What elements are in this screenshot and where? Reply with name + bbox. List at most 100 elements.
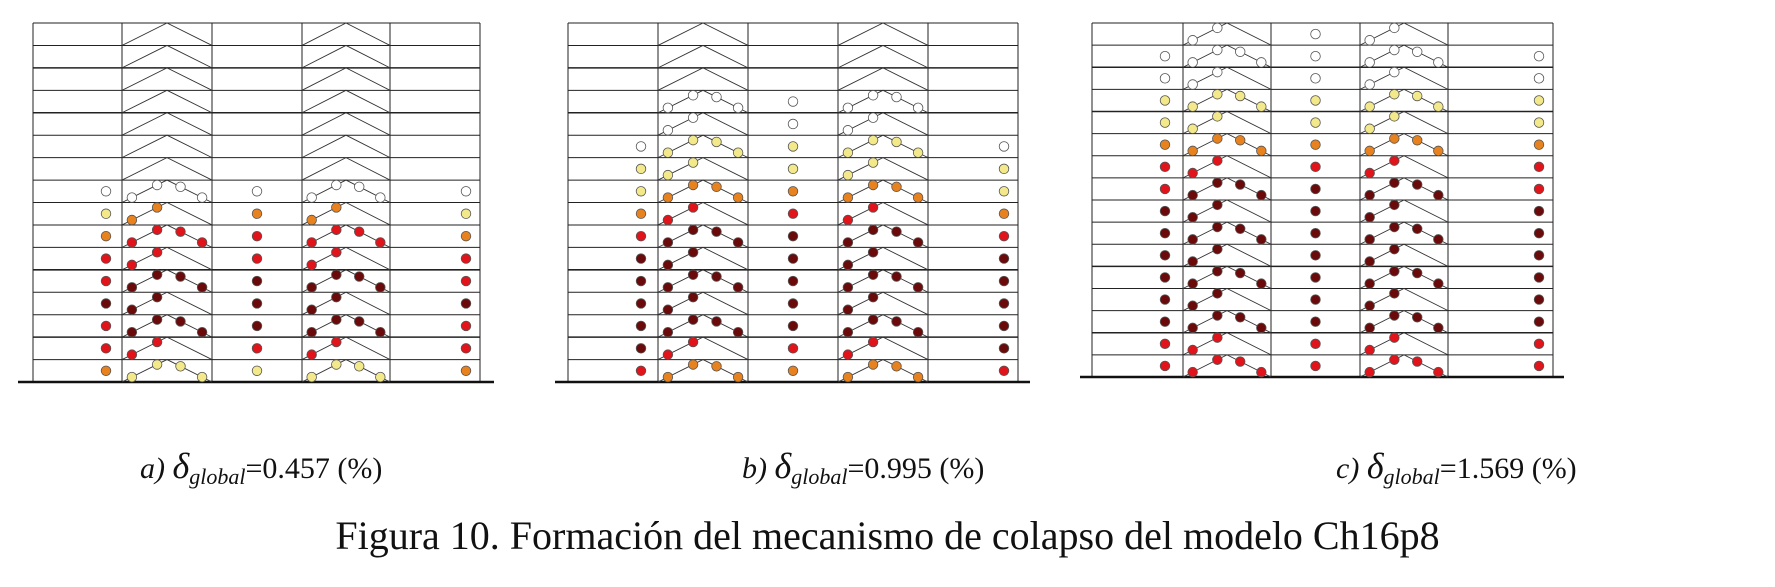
chevron-brace	[1359, 133, 1449, 157]
chevron-brace	[301, 269, 391, 293]
hinge-marker	[787, 141, 799, 152]
brace-hinge-marker	[1212, 266, 1223, 277]
chevron-brace	[301, 44, 391, 69]
brace-hinge-marker	[842, 326, 854, 338]
hinge-marker	[998, 275, 1010, 287]
brace-hinge-marker	[842, 125, 854, 136]
hinge-marker	[635, 186, 647, 197]
brace-hinge-marker	[1364, 123, 1375, 134]
brace-hinge-marker	[1411, 46, 1423, 57]
hinge-marker	[1533, 117, 1545, 128]
brace-hinge-marker	[331, 224, 342, 236]
brace-hinge-marker	[331, 247, 342, 258]
chevron-brace	[121, 314, 213, 338]
brace-hinge-marker	[1212, 288, 1223, 299]
chevron-brace	[301, 359, 391, 383]
brace-hinge-marker	[375, 326, 386, 338]
brace-hinge-marker	[331, 179, 342, 191]
brace-hinge-marker	[891, 181, 902, 192]
brace-hinge-marker	[1389, 177, 1400, 188]
hinge-marker	[251, 343, 263, 354]
chevron-brace	[1182, 22, 1272, 46]
brace-hinge-marker	[732, 192, 744, 203]
chevron-brace	[1182, 177, 1272, 201]
chevron-brace	[657, 201, 749, 226]
brace-hinge-marker	[1433, 145, 1444, 157]
hinge-marker	[460, 275, 472, 287]
brace-hinge-marker	[375, 192, 386, 203]
brace-hinge-marker	[1389, 155, 1400, 166]
hinge-marker	[787, 186, 799, 197]
brace-hinge-marker	[1364, 344, 1375, 356]
chevron-brace	[301, 134, 391, 159]
hinge-marker	[787, 163, 799, 175]
hinge-marker	[1159, 117, 1171, 128]
brace-hinge-marker	[1433, 57, 1444, 68]
brace-hinge-marker	[1389, 310, 1400, 321]
brace-hinge-marker	[1364, 79, 1375, 90]
brace-hinge-marker	[151, 336, 163, 348]
hinge-marker	[787, 230, 799, 242]
hinge-marker	[1310, 272, 1321, 283]
brace-hinge-marker	[842, 237, 854, 248]
brace-hinge-marker	[891, 271, 902, 282]
brace-hinge-marker	[687, 336, 699, 348]
hinge-marker	[1533, 95, 1545, 106]
hinge-marker	[251, 208, 263, 219]
chevron-brace	[1359, 287, 1449, 312]
brace-hinge-marker	[1364, 212, 1375, 223]
chevron-brace	[837, 314, 929, 338]
hinge-marker	[1159, 338, 1171, 350]
brace-hinge-marker	[1212, 310, 1223, 321]
hinge-marker	[1533, 250, 1545, 261]
chevron-brace	[1359, 177, 1449, 201]
brace-hinge-marker	[1364, 189, 1375, 201]
panel-c-delta-value: =1.569 (%)	[1439, 452, 1577, 485]
hinge-marker	[998, 186, 1010, 197]
brace-hinge-marker	[842, 192, 854, 203]
hinge-marker	[460, 253, 472, 264]
chevron-brace	[837, 291, 929, 316]
brace-hinge-marker	[662, 237, 674, 248]
chevron-brace	[1182, 265, 1272, 289]
chevron-brace	[1182, 354, 1272, 378]
hinge-marker	[1159, 316, 1171, 327]
brace-hinge-marker	[842, 259, 854, 271]
brace-hinge-marker	[175, 226, 186, 237]
brace-hinge-marker	[151, 314, 163, 325]
brace-hinge-marker	[1212, 155, 1223, 166]
brace-hinge-marker	[1411, 267, 1423, 279]
brace-hinge-marker	[354, 181, 365, 192]
hinge-marker	[251, 365, 263, 376]
brace-hinge-marker	[842, 102, 854, 114]
brace-hinge-marker	[175, 181, 186, 192]
chevron-brace	[837, 67, 929, 91]
brace-hinge-marker	[1187, 212, 1198, 223]
hinge-marker	[1159, 73, 1171, 84]
brace-hinge-marker	[306, 349, 317, 360]
hinge-marker	[1533, 227, 1545, 239]
chevron-brace	[837, 359, 929, 383]
brace-hinge-marker	[375, 282, 386, 293]
brace-hinge-marker	[1234, 135, 1246, 146]
brace-hinge-marker	[126, 192, 138, 203]
brace-hinge-marker	[687, 90, 699, 101]
brace-hinge-marker	[1212, 22, 1223, 34]
hinge-marker	[787, 96, 799, 107]
hinge-marker	[1310, 316, 1321, 327]
hinge-marker	[1310, 360, 1321, 372]
brace-hinge-marker	[687, 202, 699, 213]
hinge-marker	[460, 343, 472, 354]
brace-hinge-marker	[306, 371, 317, 383]
chevron-brace	[837, 22, 929, 46]
chevron-brace	[657, 89, 749, 114]
brace-hinge-marker	[1364, 234, 1375, 245]
hinge-marker	[787, 320, 799, 332]
brace-hinge-marker	[891, 316, 902, 327]
panel-a-delta-symbol: δ	[172, 446, 190, 486]
brace-hinge-marker	[867, 224, 879, 236]
brace-hinge-marker	[842, 169, 854, 181]
hinge-marker	[787, 298, 799, 309]
brace-hinge-marker	[1234, 223, 1246, 234]
